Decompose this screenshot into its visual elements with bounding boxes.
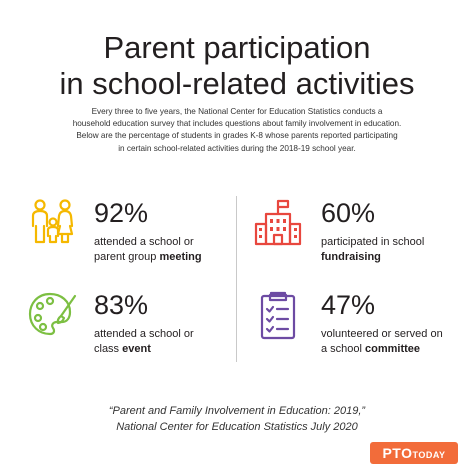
center-divider	[236, 196, 237, 362]
desc-plain: parent group	[94, 251, 160, 263]
intro-line-4: in certain school-related activities dur…	[118, 143, 356, 153]
desc-line-1: attended a school or	[94, 328, 194, 340]
desc-bold: fundraising	[321, 251, 381, 263]
family-icon	[31, 199, 74, 244]
school-building-icon	[254, 199, 302, 246]
stat-percent: 60%	[321, 198, 376, 228]
stat-meeting: 92% attended a school or parent group me…	[28, 198, 228, 268]
intro-line-1: Every three to five years, the National …	[91, 107, 383, 116]
desc-line-1: participated in school	[321, 236, 425, 248]
desc-line-2: a school committee	[321, 342, 443, 357]
stat-percent: 47%	[321, 290, 376, 320]
logo-text: PTO	[382, 445, 413, 461]
stat-committee: 47% volunteered or served on a school co…	[253, 290, 453, 360]
stat-percent: 92%	[94, 198, 149, 228]
desc-line-2: fundraising	[321, 250, 424, 265]
desc-line-2: class event	[94, 342, 194, 357]
stat-fundraising: 60% participated in school fundraising	[253, 198, 453, 268]
stat-percent: 83%	[94, 290, 149, 320]
desc-bold: committee	[365, 343, 421, 355]
page-title: Parent participation in school-related a…	[0, 30, 474, 102]
citation-line-2: National Center for Education Statistics…	[116, 421, 358, 433]
intro-line-2: household education survey that includes…	[72, 119, 402, 129]
stat-description: participated in school fundraising	[321, 235, 424, 265]
intro-line-3: Below are the percentage of students in …	[76, 131, 398, 141]
desc-bold: event	[122, 343, 151, 355]
desc-line-1: attended a school or	[94, 236, 194, 248]
stat-description: attended a school or class event	[94, 327, 194, 357]
title-line-1: Parent participation	[103, 30, 371, 65]
stat-event: 83% attended a school or class event	[28, 290, 228, 360]
desc-line-1: volunteered or served on	[321, 328, 443, 340]
pto-today-logo[interactable]: PTOTODAY	[370, 442, 458, 464]
desc-bold: meeting	[159, 251, 202, 263]
palette-icon	[28, 292, 77, 336]
source-citation: “Parent and Family Involvement in Educat…	[0, 403, 474, 435]
title-line-2: in school-related activities	[59, 66, 415, 101]
desc-plain: a school	[321, 343, 366, 355]
desc-plain: class	[94, 343, 123, 355]
logo-subtext: TODAY	[412, 450, 446, 460]
citation-line-1: “Parent and Family Involvement in Educat…	[108, 405, 366, 417]
intro-paragraph: Every three to five years, the National …	[40, 106, 434, 155]
stat-description: attended a school or parent group meetin…	[94, 235, 202, 265]
stat-description: volunteered or served on a school commit…	[321, 327, 443, 357]
desc-line-2: parent group meeting	[94, 250, 202, 265]
clipboard-checklist-icon	[260, 291, 296, 340]
